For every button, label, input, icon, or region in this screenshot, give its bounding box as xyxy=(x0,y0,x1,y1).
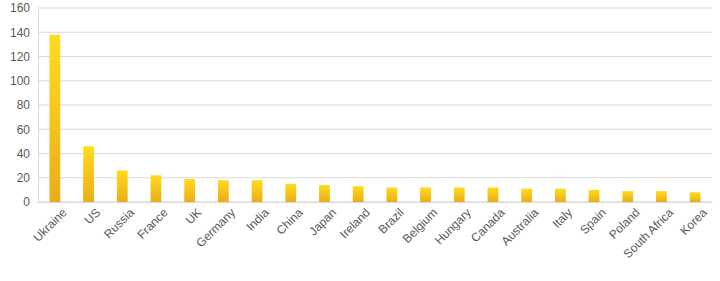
y-tick: 20 xyxy=(17,171,38,185)
x-tick: Russia xyxy=(101,202,137,241)
bar xyxy=(252,180,263,202)
x-tick: South Africa xyxy=(621,202,677,261)
bars xyxy=(49,35,700,202)
x-tick-label: Italy xyxy=(550,205,575,230)
y-tick: 0 xyxy=(23,195,38,209)
grid-line xyxy=(38,56,712,57)
bar xyxy=(420,187,431,202)
y-tick: 100 xyxy=(10,74,38,88)
y-tick: 60 xyxy=(17,123,38,137)
y-axis: 0 20 40 60 80 100 120 140 160 xyxy=(10,1,39,209)
grid xyxy=(38,8,712,202)
y-tick-label: 160 xyxy=(10,1,30,15)
grid-line xyxy=(38,105,712,106)
x-tick: Ukraine xyxy=(30,202,69,245)
y-tick-label: 60 xyxy=(17,123,31,137)
plot: 0 20 40 60 80 100 120 140 160 Ukraine USRussiaFran… xyxy=(10,1,713,261)
x-tick: Italy xyxy=(550,202,575,231)
bar xyxy=(319,185,330,202)
bar xyxy=(656,191,667,202)
bar xyxy=(151,175,162,202)
x-tick-label: Hungary xyxy=(432,205,474,247)
grid-line xyxy=(38,153,712,154)
x-tick: Hungary xyxy=(432,202,474,247)
x-tick: Brazil xyxy=(375,202,406,237)
y-tick-label: 40 xyxy=(17,147,31,161)
bar xyxy=(589,190,600,202)
x-axis-line xyxy=(39,202,713,203)
x-tick-label: France xyxy=(134,205,171,242)
x-tick: UK xyxy=(183,202,205,227)
x-tick-label: Ukraine xyxy=(30,205,69,244)
bar xyxy=(521,189,532,202)
x-tick: France xyxy=(134,202,171,242)
x-tick: China xyxy=(273,202,305,238)
x-tick: US xyxy=(82,202,104,227)
bar xyxy=(386,187,397,202)
bar xyxy=(690,192,701,202)
x-tick-label: Korea xyxy=(677,205,710,238)
bar xyxy=(83,146,94,202)
grid-line xyxy=(38,80,712,81)
x-tick: Japan xyxy=(306,202,339,238)
x-tick: Australia xyxy=(498,202,541,248)
bar xyxy=(555,189,566,202)
x-tick-label: South Africa xyxy=(621,205,677,261)
bar xyxy=(184,179,195,202)
x-tick-label: UK xyxy=(183,205,205,227)
y-tick-label: 100 xyxy=(10,74,30,88)
x-tick: Germany xyxy=(193,202,238,250)
x-tick-label: Germany xyxy=(193,205,238,250)
grid-line xyxy=(38,32,712,33)
grid-line xyxy=(38,129,712,130)
x-tick-label: Australia xyxy=(498,205,541,248)
bar xyxy=(353,186,364,202)
x-tick-label: Spain xyxy=(577,205,609,237)
bar xyxy=(285,184,296,202)
y-tick: 80 xyxy=(17,98,38,112)
y-tick-label: 80 xyxy=(17,98,31,112)
y-tick: 120 xyxy=(10,50,38,64)
x-tick: Korea xyxy=(677,202,710,238)
y-tick-label: 0 xyxy=(23,195,30,209)
y-tick-label: 140 xyxy=(10,26,30,40)
bar xyxy=(488,187,499,202)
grid-line xyxy=(38,202,712,203)
grid-line xyxy=(38,177,712,178)
bar xyxy=(117,170,128,202)
x-axis: Ukraine USRussiaFrance UKGermanyIndiaChina… xyxy=(30,202,712,261)
bar xyxy=(622,191,633,202)
bar xyxy=(218,180,229,202)
y-tick: 140 xyxy=(10,26,38,40)
grid-line xyxy=(38,8,712,9)
y-tick: 160 xyxy=(10,1,38,15)
x-tick-label: India xyxy=(243,205,272,234)
x-tick: India xyxy=(243,202,272,234)
x-tick-label: China xyxy=(273,205,305,237)
bar xyxy=(49,35,60,202)
x-tick: Spain xyxy=(577,202,609,237)
x-tick-label: US xyxy=(82,205,104,227)
chart: 0 20 40 60 80 100 120 140 160 Ukraine USRussiaFran… xyxy=(0,0,720,281)
bar xyxy=(454,187,465,202)
x-tick-label: Japan xyxy=(306,205,339,238)
x-tick-label: Brazil xyxy=(375,205,406,236)
x-tick-label: Ireland xyxy=(337,205,373,241)
x-tick: Ireland xyxy=(337,202,373,241)
y-tick-label: 20 xyxy=(17,171,31,185)
x-tick-label: Russia xyxy=(101,205,137,241)
y-tick-label: 120 xyxy=(10,50,30,64)
y-axis-line xyxy=(38,9,39,203)
y-tick: 40 xyxy=(17,147,38,161)
